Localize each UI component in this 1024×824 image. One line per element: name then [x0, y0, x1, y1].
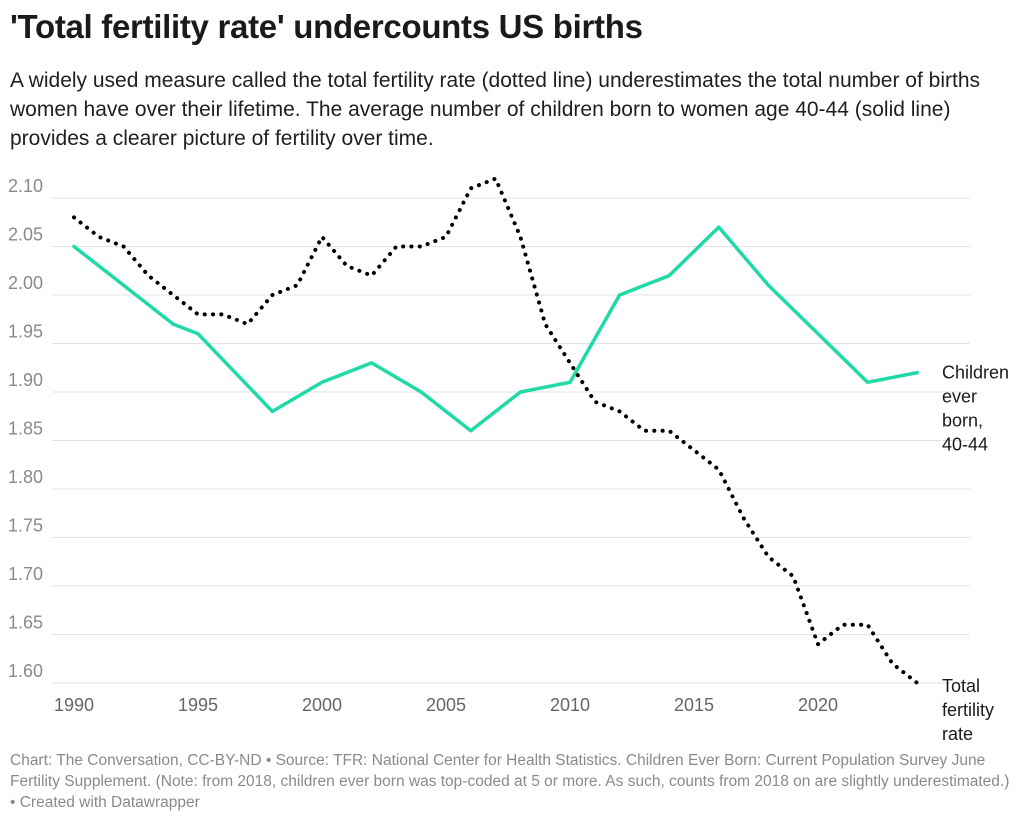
y-tick-label: 2.10 [8, 176, 43, 196]
series-lines [72, 176, 920, 685]
y-tick-label: 1.65 [8, 613, 43, 633]
y-tick-label: 2.00 [8, 273, 43, 293]
footer-separator: • [265, 752, 276, 769]
footer-source: Source: TFR: National Center for Health … [10, 752, 1010, 790]
x-axis-ticks: 1990 1995 2000 2005 2010 2015 2020 [54, 695, 838, 715]
chart-subtitle: A widely used measure called the total f… [10, 69, 980, 150]
x-tick-label: 1995 [178, 695, 218, 715]
x-tick-label: 2015 [674, 695, 714, 715]
x-tick-label: 2020 [798, 695, 838, 715]
total-fertility-rate-label: fertility [942, 700, 994, 720]
total-fertility-rate-label: Total [942, 676, 980, 696]
total-fertility-rate-label: rate [942, 724, 973, 744]
y-tick-label: 2.05 [8, 225, 43, 245]
children-ever-born-label: ever [942, 387, 977, 407]
children-ever-born-label: Children [942, 363, 1009, 383]
footer-tool: Created with Datawrapper [19, 794, 200, 811]
y-tick-label: 1.70 [8, 564, 43, 584]
footer-credit: Chart: The Conversation, CC-BY-ND [10, 752, 262, 769]
y-tick-label: 1.85 [8, 419, 43, 439]
total-fertility-rate-line [72, 176, 920, 685]
x-tick-label: 1990 [54, 695, 94, 715]
chart-title: 'Total fertility rate' undercounts US bi… [10, 8, 643, 45]
x-tick-label: 2000 [302, 695, 342, 715]
children-ever-born-line [72, 225, 919, 433]
y-tick-label: 1.95 [8, 322, 43, 342]
y-tick-label: 1.75 [8, 516, 43, 536]
series-labels: Children ever born, 40-44 Total fertility rate [942, 363, 1009, 744]
chart-footer: Chart: The Conversation, CC-BY-ND • Sour… [10, 750, 1014, 813]
y-tick-label: 1.80 [8, 467, 43, 487]
y-tick-label: 1.90 [8, 370, 43, 390]
children-ever-born-label: 40-44 [942, 435, 988, 455]
y-axis-ticks: 2.10 2.05 2.00 1.95 1.90 1.85 1.80 1.75 1.70 1.65… [8, 176, 43, 681]
grid-lines [52, 197, 970, 684]
x-tick-label: 2010 [550, 695, 590, 715]
y-tick-label: 1.60 [8, 661, 43, 681]
footer-separator: • [10, 794, 20, 811]
x-tick-label: 2005 [426, 695, 466, 715]
children-ever-born-label: born, [942, 411, 983, 431]
line-chart: 2.10 2.05 2.00 1.95 1.90 1.85 1.80 1.75 1.70 1.65… [8, 176, 1009, 744]
